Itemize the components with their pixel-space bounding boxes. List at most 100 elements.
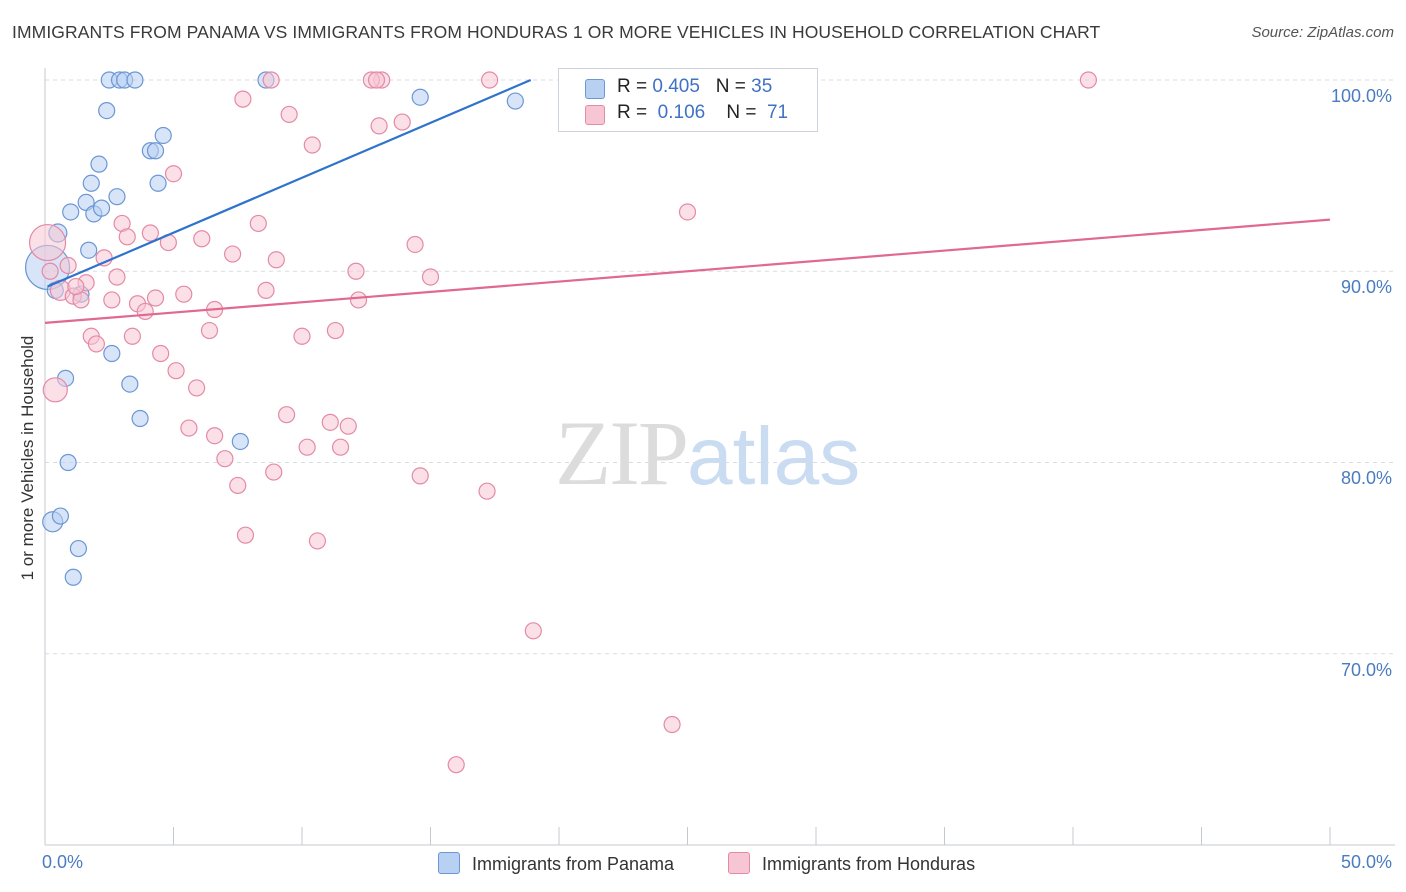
point-honduras: [59, 256, 77, 275]
point-honduras: [411, 467, 429, 485]
watermark: ZIPatlas: [555, 400, 860, 506]
legend-n-value: 35: [751, 76, 773, 97]
point-panama: [90, 155, 108, 173]
y-axis-label: 1 or more Vehicles in Household: [18, 335, 37, 581]
point-honduras: [164, 165, 183, 183]
bottom-legend-swatch-honduras: [728, 852, 750, 874]
point-honduras: [1079, 71, 1098, 89]
point-honduras: [421, 268, 440, 286]
legend-swatch-panama: [585, 79, 605, 99]
point-honduras: [224, 245, 242, 263]
x-tick-label-max: 50.0%: [1340, 852, 1392, 872]
bottom-legend-label-panama: Immigrants from Panama: [472, 854, 675, 874]
point-panama: [411, 88, 429, 106]
legend-r-value: 0.106: [657, 102, 706, 123]
point-honduras: [41, 262, 59, 280]
point-honduras: [663, 715, 681, 734]
point-honduras: [136, 302, 154, 321]
point-panama: [126, 71, 144, 89]
point-honduras: [67, 277, 85, 296]
watermark-atlas: atlas: [687, 411, 861, 502]
point-honduras: [262, 71, 280, 89]
point-honduras: [118, 228, 136, 246]
watermark-zip: ZIP: [555, 402, 689, 504]
point-honduras: [249, 214, 267, 233]
point-panama: [231, 432, 249, 451]
point-panama: [59, 453, 77, 472]
point-honduras: [152, 344, 170, 363]
point-panama: [154, 126, 172, 145]
legend-n-label: N =: [715, 76, 752, 97]
point-honduras: [180, 419, 198, 437]
y-tick-label: 70.0%: [1340, 660, 1392, 680]
point-honduras: [108, 268, 126, 286]
bottom-legend-label-honduras: Immigrants from Honduras: [762, 854, 976, 874]
legend-swatch-honduras: [585, 105, 605, 125]
legend-r-value: 0.405: [652, 76, 700, 97]
point-honduras: [200, 321, 219, 340]
bottom-legend-honduras: Immigrants from Honduras: [728, 852, 975, 875]
y-tick-label: 100.0%: [1330, 86, 1392, 106]
point-honduras: [103, 291, 121, 309]
point-honduras: [349, 291, 368, 309]
point-panama: [92, 199, 111, 217]
point-panama: [80, 241, 98, 259]
point-honduras: [367, 71, 386, 89]
point-honduras: [141, 224, 159, 242]
chart-title: IMMIGRANTS FROM PANAMA VS IMMIGRANTS FRO…: [12, 22, 1101, 42]
point-honduras: [175, 285, 193, 303]
point-honduras: [277, 406, 296, 424]
point-honduras: [87, 335, 106, 353]
point-honduras: [303, 136, 321, 154]
point-honduras: [393, 113, 411, 131]
point-panama: [121, 375, 139, 393]
y-tick-label: 80.0%: [1340, 468, 1392, 488]
point-panama: [82, 174, 100, 192]
point-honduras: [370, 117, 388, 135]
point-honduras: [339, 417, 357, 435]
point-honduras: [146, 289, 165, 307]
point-honduras: [678, 203, 697, 221]
point-honduras: [265, 463, 283, 481]
point-panama: [103, 344, 121, 363]
point-honduras: [298, 438, 316, 456]
point-honduras: [293, 327, 311, 345]
y-tick-label: 90.0%: [1340, 277, 1392, 297]
bottom-legend-swatch-panama: [438, 852, 460, 874]
point-honduras: [321, 413, 339, 431]
point-honduras: [206, 427, 224, 445]
point-honduras: [481, 71, 499, 89]
legend-n-label: N =: [726, 102, 762, 123]
bottom-legend-panama: Immigrants from Panama: [438, 852, 674, 875]
source-credit: Source: ZipAtlas.com: [1251, 24, 1394, 41]
point-honduras: [229, 476, 247, 495]
point-honduras: [257, 281, 275, 299]
trend-line-honduras: [44, 218, 1331, 324]
point-honduras: [236, 526, 255, 544]
point-panama: [51, 507, 70, 525]
trend-line-panama: [47, 78, 532, 288]
point-honduras: [123, 327, 141, 345]
point-honduras: [524, 622, 542, 640]
point-honduras: [193, 230, 211, 248]
point-panama: [69, 539, 88, 558]
x-tick-label-min: 0.0%: [42, 852, 84, 872]
point-honduras: [447, 756, 465, 774]
point-honduras: [478, 482, 496, 500]
point-honduras: [216, 450, 234, 468]
point-honduras: [267, 251, 285, 269]
point-honduras: [331, 438, 350, 456]
stats-legend: R = 0.405 N = 35 R = 0.106 N = 71: [558, 68, 818, 132]
point-panama: [506, 92, 524, 110]
point-panama: [98, 101, 116, 120]
legend-n-value: 71: [766, 102, 789, 123]
point-honduras: [280, 105, 298, 124]
point-panama: [131, 409, 149, 428]
legend-r-label: R =: [617, 76, 653, 97]
point-honduras: [347, 262, 365, 280]
point-panama: [149, 174, 167, 192]
point-honduras: [326, 321, 345, 340]
point-honduras: [167, 362, 185, 380]
legend-r-label: R =: [617, 102, 653, 123]
